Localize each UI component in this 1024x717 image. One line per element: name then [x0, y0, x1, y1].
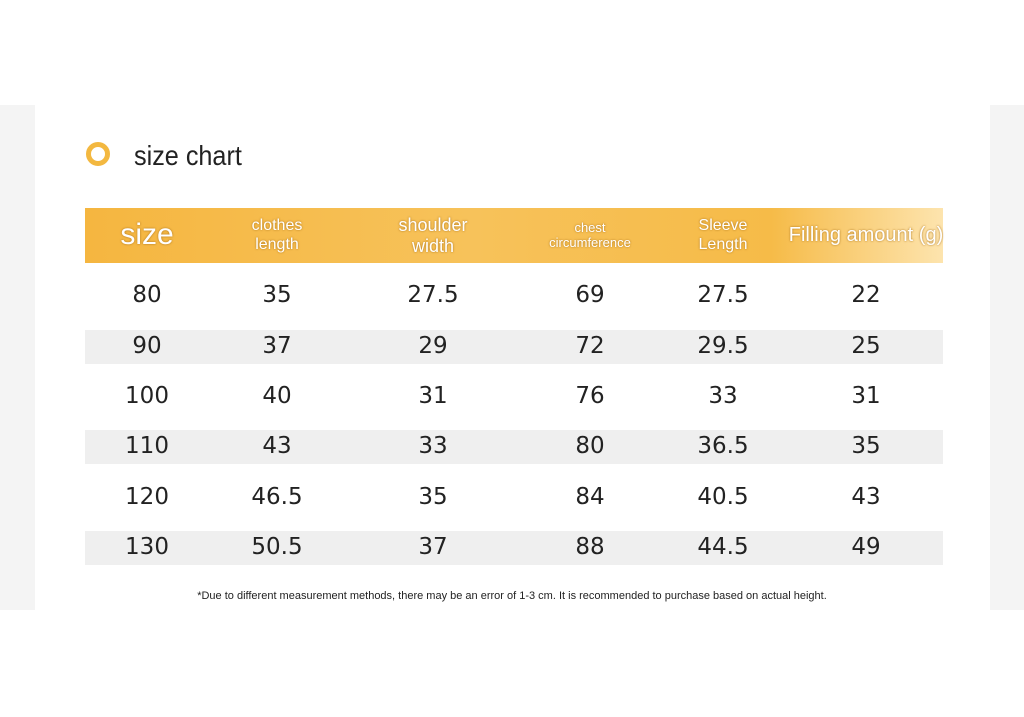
- column-header-line: length: [255, 235, 299, 253]
- table-cell: 90: [132, 333, 162, 359]
- table-cell: 76: [575, 383, 605, 409]
- column-header: size: [87, 208, 207, 263]
- table-cell: 44.5: [697, 534, 749, 560]
- table-cell: 35: [262, 282, 292, 308]
- table-cell: 37: [262, 333, 292, 359]
- column-header-line: Length: [698, 235, 748, 253]
- row-stripe: [85, 430, 943, 464]
- table-cell: 120: [125, 484, 169, 510]
- table-cell: 72: [575, 333, 605, 359]
- table-cell: 80: [132, 282, 162, 308]
- column-header-line: shoulder: [398, 214, 468, 235]
- table-cell: 110: [125, 433, 169, 459]
- table-cell: 80: [575, 433, 605, 459]
- title: size chart: [134, 140, 242, 171]
- table-header-band: [85, 208, 943, 263]
- table-cell: 88: [575, 534, 605, 560]
- table-cell: 37: [418, 534, 448, 560]
- table-cell: 29.5: [697, 333, 749, 359]
- table-cell: 33: [418, 433, 448, 459]
- table-cell: 36.5: [697, 433, 749, 459]
- column-header: chest circumference: [525, 208, 655, 263]
- column-header-line: Filling amount (g): [788, 224, 944, 246]
- table-cell: 50.5: [251, 534, 303, 560]
- table-cell: 22: [851, 282, 881, 308]
- row-stripe: [85, 531, 943, 565]
- table-cell: 35: [418, 484, 448, 510]
- row-stripe: [85, 330, 943, 364]
- table-cell: 100: [125, 383, 169, 409]
- table-cell: 43: [851, 484, 881, 510]
- table-cell: 40: [262, 383, 292, 409]
- table-cell: 84: [575, 484, 605, 510]
- table-cell: 31: [851, 383, 881, 409]
- table-cell: 40.5: [697, 484, 749, 510]
- column-header: Filling amount (g): [786, 208, 946, 263]
- column-header: clothes length: [217, 208, 337, 263]
- table-cell: 69: [575, 282, 605, 308]
- table-cell: 27.5: [407, 282, 459, 308]
- table-cell: 29: [418, 333, 448, 359]
- table-cell: 27.5: [697, 282, 749, 308]
- column-header-line: Sleeve: [698, 217, 748, 235]
- column-header-line: circumference: [549, 234, 631, 250]
- column-header-line: width: [411, 235, 455, 256]
- title-icon: [86, 142, 110, 166]
- table-cell: 43: [262, 433, 292, 459]
- column-header-line: clothes: [251, 217, 303, 235]
- column-header: shoulder width: [368, 208, 498, 263]
- table-cell: 46.5: [251, 484, 303, 510]
- column-header-line: chest: [574, 219, 606, 235]
- footnote: *Due to different measurement methods, t…: [197, 590, 827, 602]
- table-cell: 35: [851, 433, 881, 459]
- column-header: Sleeve Length: [668, 208, 778, 263]
- column-header-line: size: [120, 218, 174, 252]
- table-cell: 49: [851, 534, 881, 560]
- table-cell: 25: [851, 333, 881, 359]
- table-cell: 130: [125, 534, 169, 560]
- table-cell: 31: [418, 383, 448, 409]
- table-cell: 33: [708, 383, 738, 409]
